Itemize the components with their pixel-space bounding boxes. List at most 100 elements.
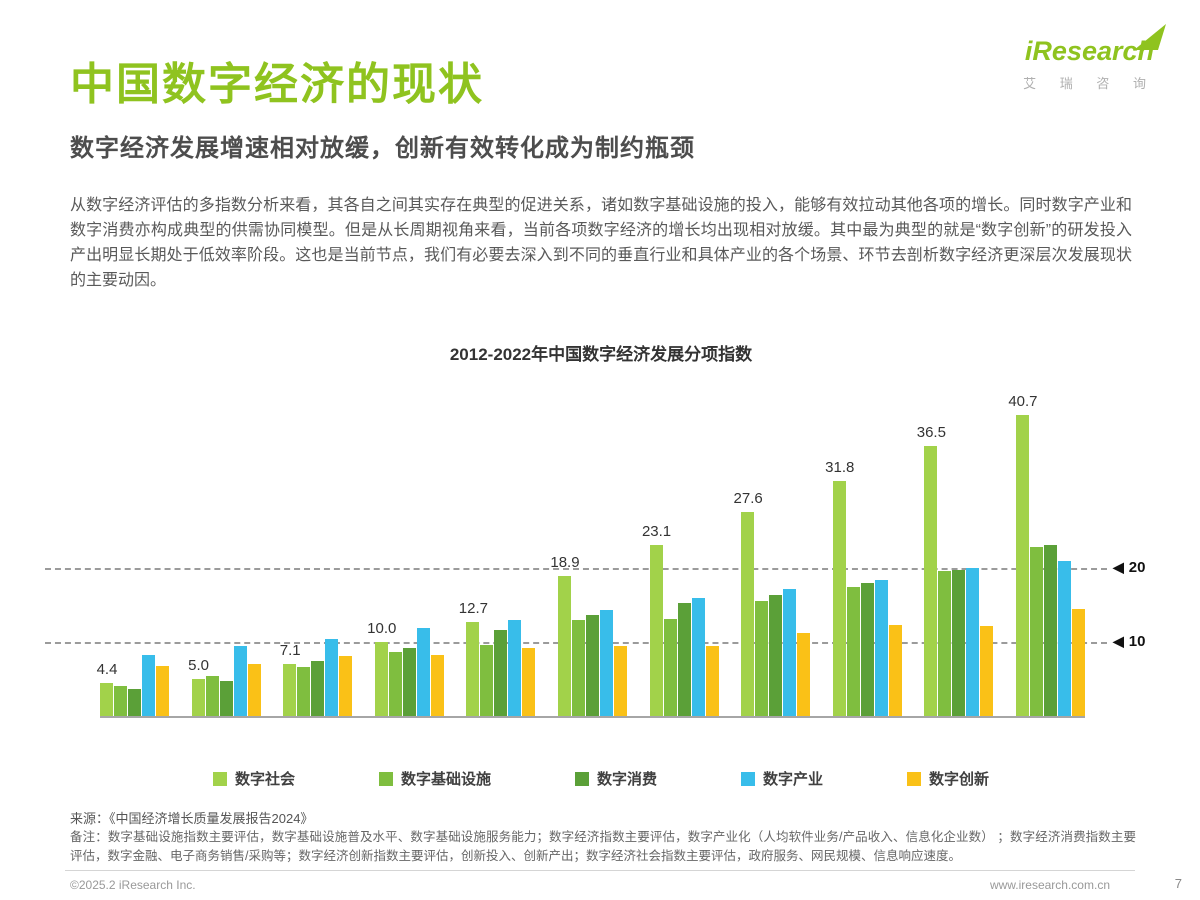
legend-item-数字基础设施: 数字基础设施: [378, 768, 491, 789]
bar-数字社会-2021: [924, 445, 938, 716]
leaf-icon: [1134, 24, 1166, 50]
left-arrow-icon: ◀: [1113, 633, 1124, 649]
bar-group-2021: 36.5: [917, 383, 994, 716]
bar-数字产业-2022: [1057, 560, 1071, 716]
bar-数字产业-2019: [783, 588, 797, 716]
bar-数字基础设施-2019: [755, 600, 769, 716]
bar-数字创新-2020: [888, 625, 902, 716]
bar-数字消费-2019: [769, 594, 783, 716]
bar-value-label-2013: 5.0: [188, 657, 210, 674]
bar-数字产业-2017: [599, 610, 613, 716]
bar-数字基础设施-2020: [846, 586, 860, 716]
bar-数字社会-2014: [283, 663, 297, 716]
legend-swatch-icon: [574, 771, 589, 786]
bar-数字创新-2013: [247, 664, 261, 716]
logo-brand-text: iResearch: [1024, 36, 1154, 66]
bar-数字社会-2016: [466, 622, 480, 716]
bar-数字创新-2012: [156, 665, 169, 716]
page-number: 7: [1174, 876, 1182, 891]
bar-数字消费-2013: [219, 681, 233, 716]
bar-数字产业-2020: [874, 579, 888, 716]
page-title: 中国数字经济的现状: [70, 60, 484, 109]
bar-group-2020: 31.8: [825, 383, 902, 716]
bar-数字产业-2018: [691, 597, 705, 716]
legend-swatch-icon: [378, 771, 393, 786]
bar-数字产业-2013: [233, 645, 247, 716]
footer-copyright: ©2025.2 iResearch Inc.: [70, 878, 196, 892]
bar-group-2018: 23.1: [642, 383, 719, 716]
legend-item-数字消费: 数字消费: [574, 768, 657, 789]
reference-line-label-20: ◀ 20: [1113, 559, 1146, 576]
chart-title: 2012-2022年中国数字经济发展分项指数: [449, 345, 753, 364]
footer-divider: [65, 870, 1135, 871]
bar-数字消费-2018: [677, 602, 691, 716]
bar-数字消费-2022: [1043, 545, 1057, 716]
bar-数字基础设施-2013: [205, 676, 219, 716]
bar-数字创新-2017: [613, 645, 627, 716]
bar-数字基础设施-2021: [938, 571, 952, 716]
footer-website[interactable]: www.iresearch.com.cn: [989, 878, 1110, 892]
bar-数字基础设施-2017: [571, 619, 585, 716]
bar-数字创新-2021: [980, 625, 994, 716]
reference-line-20: ◀ 20: [45, 559, 1145, 576]
logo-wordmark: iResearch: [1024, 24, 1166, 67]
bar-数字消费-2014: [311, 660, 325, 716]
legend-item-数字创新: 数字创新: [907, 768, 989, 789]
page-subtitle: 数字经济发展增速相对放缓，创新有效转化成为制约瓶颈: [70, 135, 695, 162]
bar-value-label-2020: 31.8: [825, 458, 855, 476]
bar-数字社会-2013: [191, 679, 205, 716]
iresearch-logo: iResearch 艾 瑞 咨 询: [1008, 24, 1166, 92]
bar-group-2013: 5.0: [188, 383, 261, 716]
bar-数字消费-2012: [128, 689, 141, 716]
chart-legend: 数字社会 数字基础设施 数字消费 数字产业 数字创新: [70, 768, 1132, 789]
bar-数字社会-2022: [1015, 414, 1029, 716]
bar-value-label-2014: 7.1: [279, 641, 301, 659]
bar-数字基础设施-2016: [480, 645, 494, 716]
bar-数字基础设施-2022: [1029, 547, 1043, 716]
bar-数字创新-2014: [339, 656, 353, 716]
legend-swatch-icon: [212, 771, 227, 786]
legend-label: 数字社会: [234, 771, 295, 788]
bar-value-label-2015: 10.0: [367, 620, 397, 637]
bar-数字基础设施-2014: [297, 667, 311, 716]
bar-数字创新-2018: [705, 646, 719, 716]
source-note: 来源：《中国经济增长质量发展报告2024》: [70, 811, 314, 826]
bar-数字基础设施-2015: [388, 652, 402, 716]
bar-数字社会-2018: [649, 545, 663, 716]
bar-数字产业-2016: [508, 619, 522, 716]
bar-数字产业-2014: [325, 639, 339, 716]
reference-line-label-10: ◀ 10: [1113, 633, 1146, 650]
bar-chart-plot: 4.4 5.0 7.1 10.0 12.7 18.9 23.1 27.6 31.8 36.5 40.…: [97, 383, 1085, 718]
legend-label: 数字创新: [929, 771, 990, 788]
bar-数字消费-2016: [494, 630, 508, 716]
bar-value-label-2019: 27.6: [733, 489, 763, 507]
bar-数字创新-2019: [797, 633, 811, 716]
legend-swatch-icon: [741, 771, 755, 786]
bar-数字产业-2015: [416, 627, 430, 716]
bar-数字社会-2020: [832, 480, 846, 716]
bar-数字消费-2020: [860, 582, 874, 716]
logo-chinese-text: 艾 瑞 咨 询: [1023, 76, 1156, 91]
bar-group-2015: 10.0: [367, 383, 444, 716]
bar-数字产业-2012: [142, 655, 155, 716]
legend-label: 数字消费: [596, 771, 657, 788]
bar-group-2022: 40.7: [1008, 383, 1085, 716]
bar-value-label-2021: 36.5: [916, 423, 946, 441]
bar-数字创新-2022: [1071, 608, 1085, 716]
bar-value-label-2017: 18.9: [550, 554, 580, 572]
bar-value-label-2016: 12.7: [458, 600, 488, 617]
legend-label: 数字产业: [763, 771, 824, 788]
bar-value-label-2018: 23.1: [641, 523, 672, 541]
legend-swatch-icon: [907, 771, 922, 786]
bar-数字创新-2015: [430, 655, 444, 716]
bar-数字消费-2017: [585, 615, 599, 716]
bar-数字基础设施-2018: [663, 619, 677, 716]
bar-value-label-2012: 4.4: [96, 661, 118, 679]
bar-group-2016: 12.7: [459, 383, 536, 716]
bar-数字社会-2012: [100, 683, 113, 716]
legend-item-数字产业: 数字产业: [741, 768, 823, 789]
bar-数字社会-2019: [741, 511, 755, 716]
bar-value-label-2022: 40.7: [1008, 392, 1038, 410]
intro-paragraph: 从数字经济评估的多指数分析来看，其各自之间其实存在典型的促进关系，诸如数字基础设…: [70, 197, 1132, 289]
